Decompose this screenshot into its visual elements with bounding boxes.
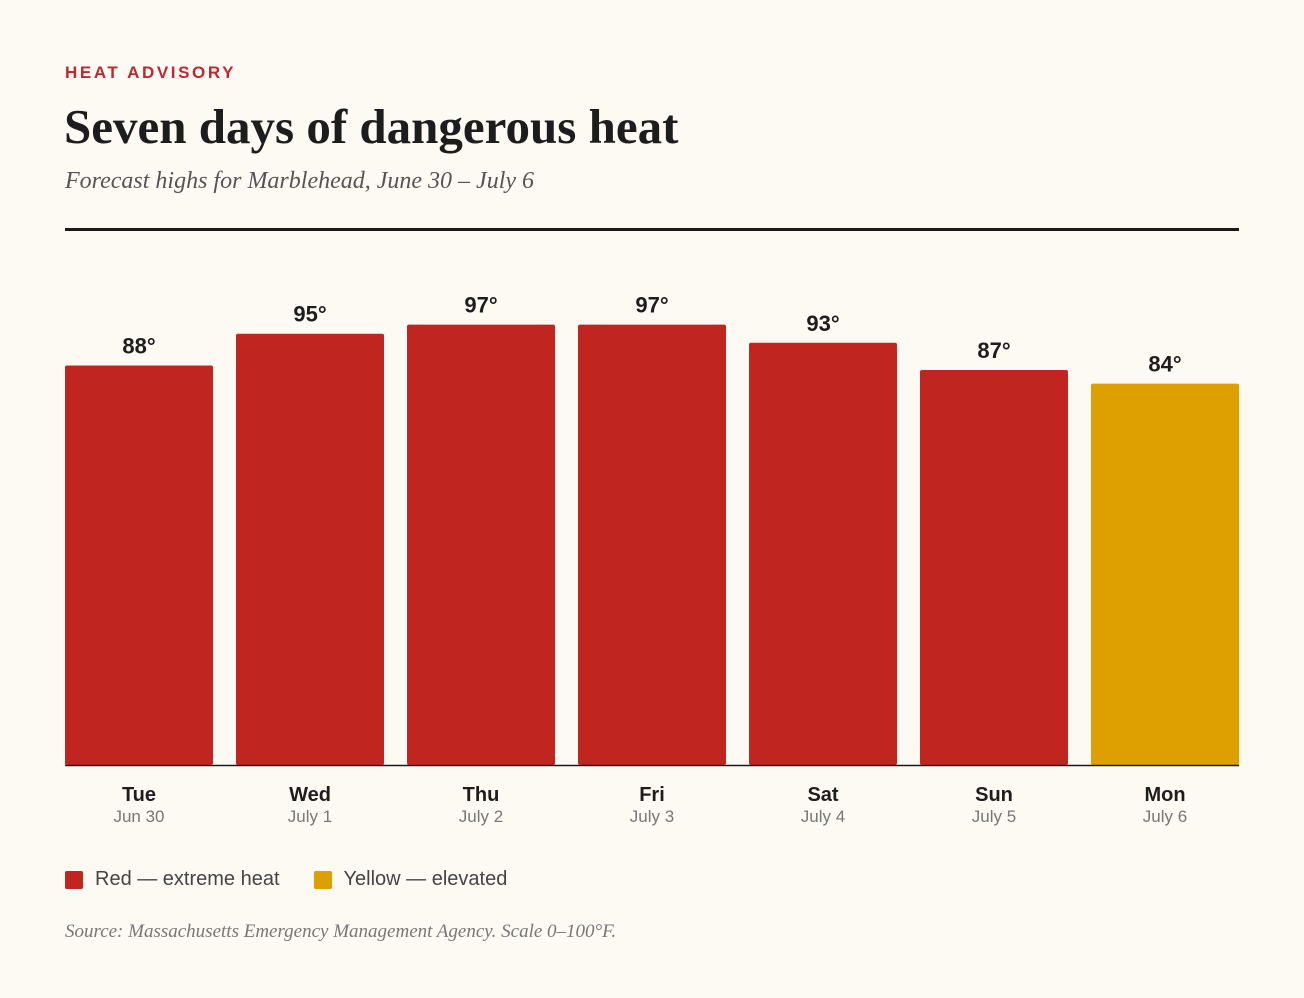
x-tick-day: Wed <box>289 784 331 806</box>
bar-sun <box>920 370 1068 765</box>
legend-label-red: Red — extreme heat <box>95 868 280 890</box>
page-title: Seven days of dangerous heat <box>64 99 679 154</box>
x-tick-date: July 6 <box>1143 807 1187 826</box>
bar-value-label: 84° <box>1148 352 1181 377</box>
x-tick-day: Sat <box>807 784 838 806</box>
bar-value-label: 88° <box>122 333 155 358</box>
bar-value-label: 97° <box>635 293 668 318</box>
legend: Red — extreme heat Yellow — elevated <box>65 868 541 891</box>
bar-value-label: 87° <box>977 338 1010 363</box>
bar-sat <box>749 342 897 765</box>
bar-fri <box>578 324 726 765</box>
bar-tue <box>65 365 213 765</box>
x-tick-day: Fri <box>639 784 665 806</box>
bar-thu <box>407 324 555 765</box>
x-tick-date: July 5 <box>972 807 1016 826</box>
bar-value-label: 93° <box>806 311 839 336</box>
x-tick-date: July 1 <box>288 807 332 826</box>
header-divider <box>65 228 1239 231</box>
legend-item-yellow: Yellow — elevated <box>313 868 508 891</box>
legend-swatch-yellow <box>313 870 332 889</box>
legend-label-yellow: Yellow — elevated <box>343 868 508 890</box>
bar-mon <box>1091 383 1239 765</box>
legend-item-red: Red — extreme heat <box>65 868 280 891</box>
page-subtitle: Forecast highs for Marblehead, June 30 –… <box>65 168 535 194</box>
bar-value-label: 97° <box>464 293 497 318</box>
legend-swatch-red <box>65 870 83 889</box>
x-tick-date: July 4 <box>801 807 845 826</box>
x-tick-day: Tue <box>122 784 156 806</box>
x-tick-day: Thu <box>463 784 500 806</box>
x-tick-day: Mon <box>1144 784 1185 806</box>
x-tick-date: Jun 30 <box>113 807 164 826</box>
x-tick-date: July 2 <box>459 807 503 826</box>
x-tick-date: July 3 <box>630 807 674 826</box>
x-tick-day: Sun <box>975 784 1013 806</box>
kicker-label: HEAT ADVISORY <box>65 63 237 82</box>
bar-value-label: 95° <box>293 302 326 327</box>
bar-wed <box>236 333 384 765</box>
source-note: Source: Massachusetts Emergency Manageme… <box>65 921 617 942</box>
